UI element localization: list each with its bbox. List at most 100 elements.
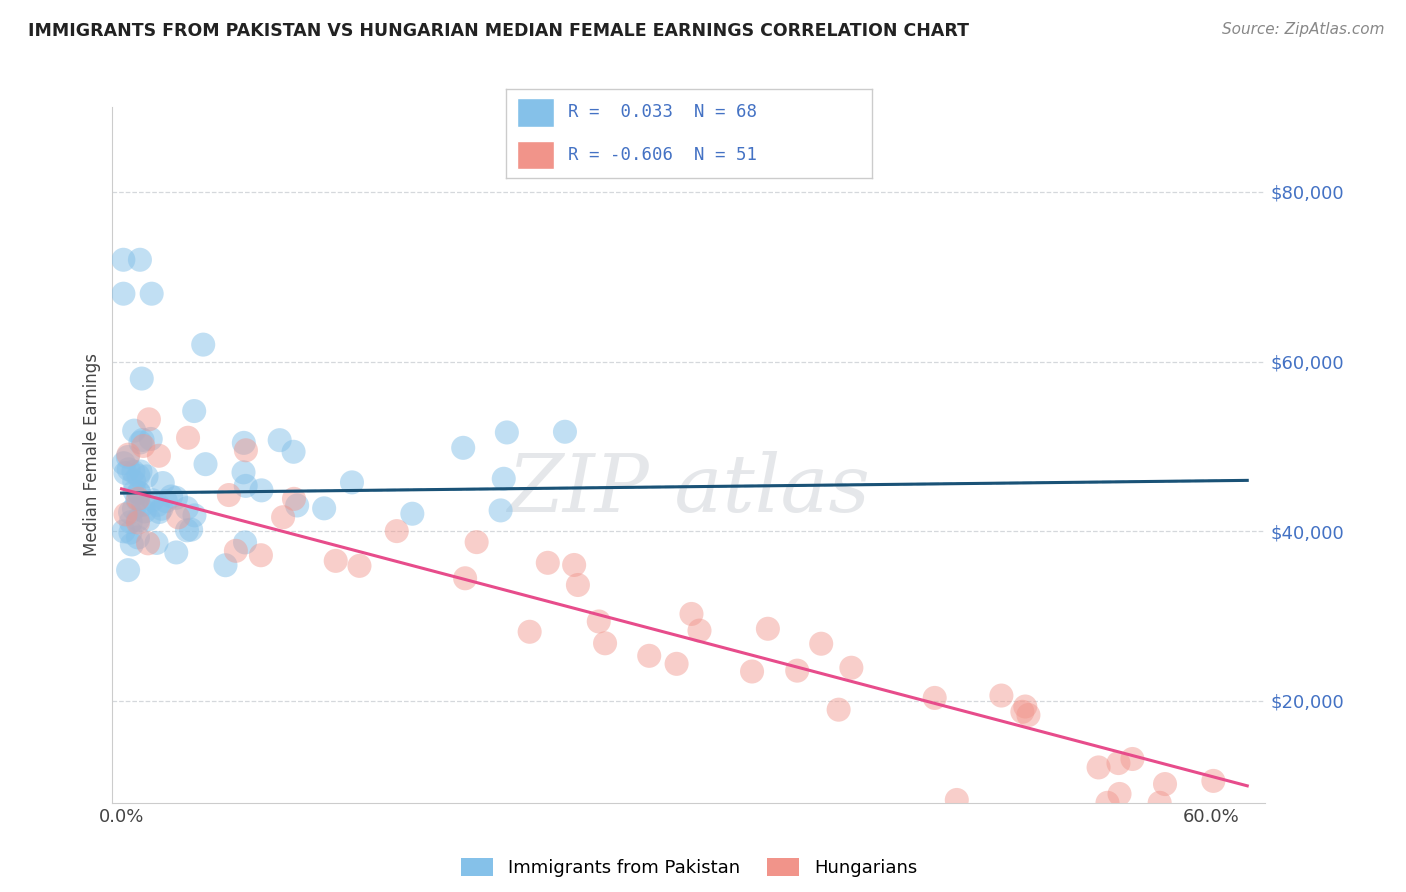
Point [232, 435, 254, 450]
Point [155, 494, 177, 508]
Point [519, 624, 541, 639]
Point [283, 444, 305, 458]
Point [1154, 777, 1177, 791]
Point [588, 615, 610, 629]
Point [183, 508, 205, 523]
Point [122, 475, 145, 489]
Point [285, 499, 308, 513]
Point [127, 513, 149, 527]
Point [841, 661, 863, 675]
Point [1097, 796, 1119, 810]
Point [180, 523, 202, 537]
Point [124, 484, 146, 499]
Point [756, 622, 779, 636]
Point [233, 535, 256, 549]
Point [152, 476, 174, 491]
Point [160, 490, 183, 504]
Point [150, 501, 173, 516]
Point [1202, 773, 1225, 788]
Point [1149, 796, 1171, 810]
Point [235, 479, 257, 493]
Point [232, 466, 254, 480]
Point [131, 371, 153, 385]
Point [129, 435, 152, 450]
Point [451, 441, 474, 455]
Point [193, 337, 215, 351]
Point [176, 501, 198, 516]
Point [250, 483, 273, 498]
Point [176, 524, 198, 538]
Point [990, 689, 1012, 703]
Point [235, 443, 257, 458]
Text: ZIP atlas: ZIP atlas [508, 451, 870, 528]
Point [349, 558, 371, 573]
Point [401, 507, 423, 521]
Point [567, 578, 589, 592]
Point [946, 793, 969, 807]
Point [139, 432, 162, 446]
Point [314, 501, 336, 516]
Point [135, 469, 157, 483]
Point [827, 703, 849, 717]
Point [492, 472, 515, 486]
Point [194, 457, 217, 471]
Point [122, 424, 145, 438]
Point [148, 449, 170, 463]
Point [1108, 787, 1130, 801]
Point [1121, 752, 1143, 766]
Point [127, 492, 149, 507]
Point [128, 485, 150, 500]
Point [496, 425, 519, 440]
Point [148, 505, 170, 519]
Point [340, 475, 363, 490]
Point [271, 510, 294, 524]
Point [681, 607, 703, 621]
Point [167, 510, 190, 524]
Point [1011, 705, 1033, 719]
Point [112, 456, 135, 470]
Point [554, 425, 576, 439]
Bar [517, 98, 554, 127]
Point [214, 558, 236, 573]
Point [250, 548, 273, 562]
Point [122, 465, 145, 479]
Point [593, 636, 616, 650]
Point [120, 525, 142, 540]
Point [225, 544, 247, 558]
Point [120, 515, 142, 529]
Point [117, 450, 139, 464]
Point [132, 439, 155, 453]
Point [112, 286, 135, 301]
Point [689, 624, 711, 638]
Legend: Immigrants from Pakistan, Hungarians: Immigrants from Pakistan, Hungarians [454, 850, 924, 884]
Point [117, 563, 139, 577]
Point [465, 535, 488, 549]
Point [134, 504, 156, 518]
Point [489, 503, 512, 517]
Point [121, 537, 143, 551]
Bar [517, 141, 554, 169]
Text: Source: ZipAtlas.com: Source: ZipAtlas.com [1222, 22, 1385, 37]
Point [112, 524, 135, 539]
Point [112, 252, 135, 267]
Point [283, 491, 305, 506]
Point [141, 286, 163, 301]
Point [122, 501, 145, 516]
Point [810, 637, 832, 651]
Point [127, 531, 149, 545]
Point [136, 536, 159, 550]
Point [165, 545, 187, 559]
Point [183, 404, 205, 418]
Point [454, 571, 477, 585]
Point [786, 664, 808, 678]
Point [177, 431, 200, 445]
Y-axis label: Median Female Earnings: Median Female Earnings [83, 353, 101, 557]
Point [131, 433, 153, 447]
Point [385, 524, 408, 538]
Point [118, 462, 141, 476]
Point [120, 505, 142, 519]
Point [132, 498, 155, 512]
Text: R = -0.606  N = 51: R = -0.606 N = 51 [568, 146, 758, 164]
Point [138, 512, 160, 526]
Point [537, 556, 560, 570]
